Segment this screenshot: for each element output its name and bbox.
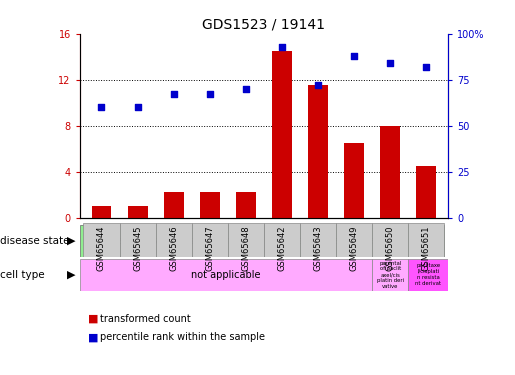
Text: serous adenocarcinoma: serous adenocarcinoma [298,236,414,246]
Text: GSM65651: GSM65651 [422,225,431,271]
Text: GSM65650: GSM65650 [386,225,395,271]
FancyBboxPatch shape [83,223,119,257]
Bar [128,206,147,218]
FancyBboxPatch shape [192,223,228,257]
Text: parental
of paclit
axel/cis
platin deri
vative: parental of paclit axel/cis platin deri … [377,261,404,289]
Point [314,82,322,88]
Bar [200,192,220,217]
FancyBboxPatch shape [264,223,300,257]
FancyBboxPatch shape [300,223,336,257]
Bar [272,51,292,217]
Bar [236,192,256,217]
FancyBboxPatch shape [408,223,444,257]
Point [133,104,142,110]
Point [169,92,178,98]
Bar [164,192,184,217]
FancyBboxPatch shape [80,225,264,257]
FancyBboxPatch shape [372,259,408,291]
Text: GSM65643: GSM65643 [314,225,322,271]
Text: GSM65642: GSM65642 [278,225,286,271]
FancyBboxPatch shape [408,259,448,291]
FancyBboxPatch shape [119,223,156,257]
Point [242,86,250,92]
Bar [344,143,364,218]
FancyBboxPatch shape [372,223,408,257]
Text: ■: ■ [88,333,98,342]
Point [350,53,358,59]
Text: GSM65645: GSM65645 [133,225,142,271]
Bar [308,86,328,218]
Text: percentile rank within the sample: percentile rank within the sample [100,333,265,342]
Text: GSM65647: GSM65647 [205,225,214,271]
Text: ▶: ▶ [67,270,76,279]
Text: ▶: ▶ [67,236,76,246]
FancyBboxPatch shape [156,223,192,257]
Text: not applicable: not applicable [191,270,261,280]
Text: ■: ■ [88,314,98,324]
Point [422,64,431,70]
Text: GSM65648: GSM65648 [242,225,250,271]
FancyBboxPatch shape [336,223,372,257]
Point [386,60,394,66]
FancyBboxPatch shape [228,223,264,257]
Bar [417,166,436,218]
Text: disease state: disease state [0,236,70,246]
Text: clear cell adenocarcinoma: clear cell adenocarcinoma [108,236,236,246]
Bar [92,206,111,218]
Text: transformed count: transformed count [100,314,191,324]
Text: paclitaxe
l/cisplati
n resista
nt derivat: paclitaxe l/cisplati n resista nt deriva… [415,264,441,286]
Text: GSM65649: GSM65649 [350,225,358,271]
Text: cell type: cell type [0,270,45,279]
Point [97,104,106,110]
Point [205,92,214,98]
FancyBboxPatch shape [264,225,444,257]
Bar [381,126,400,218]
FancyBboxPatch shape [80,259,372,291]
Point [278,44,286,50]
Title: GDS1523 / 19141: GDS1523 / 19141 [202,17,325,31]
Text: GSM65646: GSM65646 [169,225,178,271]
Text: GSM65644: GSM65644 [97,225,106,271]
